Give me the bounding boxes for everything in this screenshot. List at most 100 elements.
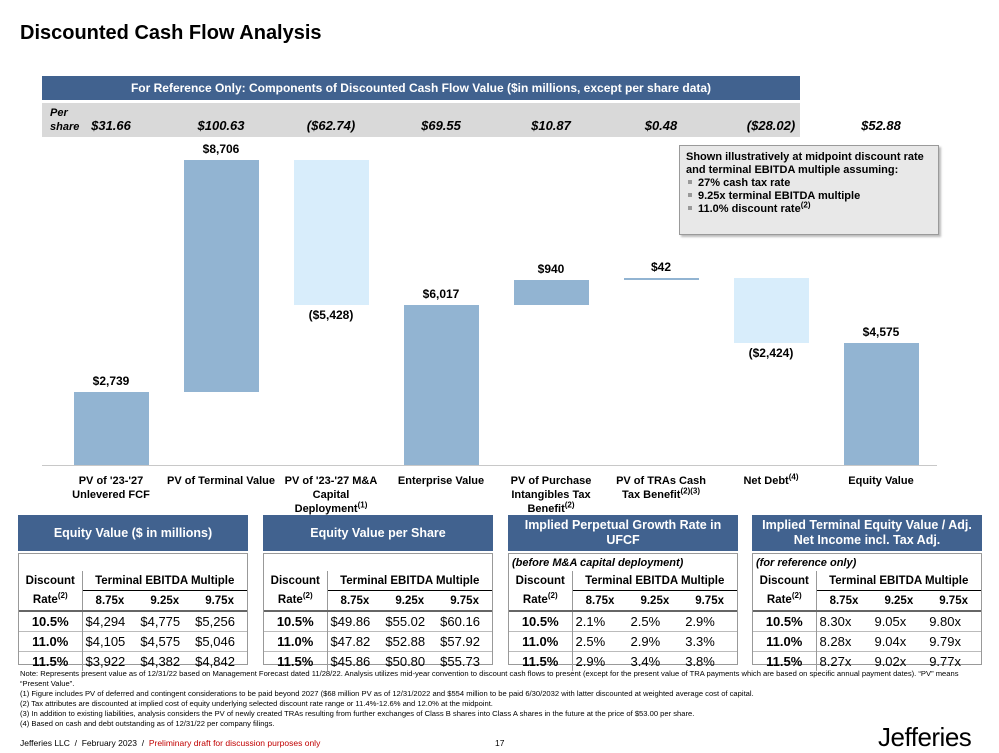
callout-bullet: 27% cash tax rate: [686, 177, 932, 190]
category-label: Enterprise Value: [386, 474, 496, 488]
table-cell: 2.5%: [575, 634, 606, 649]
table-cell: $4,842: [195, 654, 235, 669]
table-cell: $52.88: [385, 634, 426, 649]
bar: [293, 160, 369, 305]
table-cell: $3,922: [85, 654, 126, 669]
table-cell: 3.8%: [685, 654, 715, 669]
slide-title: Discounted Cash Flow Analysis: [20, 22, 322, 44]
data-label: $940: [537, 261, 565, 276]
table-cell: $55.73: [440, 654, 480, 669]
group-head: Terminal EBITDA Multiple: [82, 571, 247, 591]
table-header-row: Discount Terminal EBITDA Multiple: [19, 571, 247, 591]
table-row: 11.0% 8.28x 9.04x 9.79x: [753, 631, 981, 652]
table-box: Discount Terminal EBITDA Multiple Rate(2) 8…: [18, 553, 248, 671]
table-cell: 2.9%: [575, 654, 606, 669]
row-label: 11.0%: [264, 631, 328, 652]
callout-intro: Shown illustratively at midpoint discoun…: [686, 151, 924, 176]
table: Discount Terminal EBITDA Multiple Rate(2) 8…: [19, 571, 247, 671]
row-head-text: Rate: [766, 594, 792, 607]
table-row: 10.5% $4,294 $4,775 $5,256: [19, 611, 247, 632]
bar: [513, 279, 589, 305]
group-head: Terminal EBITDA Multiple: [572, 571, 737, 591]
table-header-row: Rate(2) 8.75x 9.25x 9.75x: [264, 590, 492, 611]
table-row: 11.5% 2.9% 3.4% 3.8%: [509, 651, 737, 671]
column-head: 9.25x: [150, 594, 180, 607]
data-label: $6,017: [422, 286, 460, 301]
row-head: Rate(2): [264, 590, 328, 611]
table-row: 11.5% $3,922 $4,382 $4,842: [19, 651, 247, 671]
table-header: Equity Value ($ in millions): [18, 515, 248, 551]
table-box: (for reference only) Discount Terminal EBI…: [752, 553, 982, 671]
table-row: 10.5% 2.1% 2.5% 2.9%: [509, 611, 737, 632]
table: Discount Terminal EBITDA Multiple Rate(2) 8…: [753, 571, 981, 671]
table-cell: 8.28x: [819, 634, 852, 649]
group-head: Terminal EBITDA Multiple: [816, 571, 981, 591]
data-label: $8,706: [202, 142, 240, 156]
table-row: 10.5% $49.86 $55.02 $60.16: [264, 611, 492, 632]
note: (3) In addition to existing liabilities,…: [20, 709, 695, 718]
note: (1) Figure includes PV of deferred and c…: [20, 689, 754, 698]
table: Discount Terminal EBITDA Multiple Rate(2) 8…: [264, 571, 492, 671]
table-cell: 9.77x: [929, 654, 962, 669]
per-share-value: ($28.02): [746, 118, 796, 133]
note: (4) Based on cash and debt outstanding a…: [20, 719, 275, 728]
bar: [733, 278, 809, 344]
row-label: 10.5%: [753, 611, 817, 632]
footnote-marker: (1): [357, 500, 368, 510]
table-cell: $55.02: [385, 614, 426, 629]
table-cell: $4,294: [85, 614, 126, 629]
group-head: Terminal EBITDA Multiple: [327, 571, 492, 591]
per-share-value: $100.63: [197, 118, 245, 133]
row-label: 10.5%: [509, 611, 573, 632]
table-header: Equity Value per Share: [263, 515, 493, 551]
table-header: Implied Terminal Equity Value / Adj. Net…: [752, 515, 982, 551]
table-cell: $4,575: [140, 634, 181, 649]
row-label: 11.0%: [509, 631, 573, 652]
table-header: Implied Perpetual Growth Rate in UFCF: [508, 515, 738, 551]
category-text: Net Debt: [743, 475, 789, 487]
row-head: Discount: [19, 571, 83, 591]
category-text: PV of Purchase Intangibles Tax Benefit: [510, 475, 592, 515]
data-label: $2,739: [92, 374, 130, 388]
table-cell: $5,256: [195, 614, 235, 629]
table-header-row: Discount Terminal EBITDA Multiple: [509, 571, 737, 591]
row-label: 11.5%: [509, 651, 573, 671]
table-cell: $5,046: [195, 634, 235, 649]
table-cell: $45.86: [330, 654, 371, 669]
row-head-text: Rate: [277, 594, 303, 607]
per-share-band: [42, 103, 800, 137]
table-cell: 9.04x: [874, 634, 907, 649]
bullet-text: 11.0% discount rate: [698, 203, 801, 215]
logo: Jefferies: [878, 722, 972, 752]
footnote-marker: (4): [788, 472, 799, 482]
table-cell: $4,775: [140, 614, 181, 629]
table-header-row: Rate(2) 8.75x 9.25x 9.75x: [509, 590, 737, 611]
row-label: 10.5%: [19, 611, 83, 632]
row-label: 11.5%: [19, 651, 83, 671]
bullet-icon: [688, 206, 692, 210]
callout-bullet: 11.0% discount rate(2): [686, 201, 932, 216]
category-label: PV of Terminal Value: [166, 474, 276, 488]
note: (2) Tax attributes are discounted at imp…: [20, 699, 493, 708]
per-share-value: $10.87: [531, 118, 571, 133]
page-number: 17: [495, 738, 505, 748]
row-head: Rate(2): [509, 590, 573, 611]
row-head: Discount: [753, 571, 817, 591]
table-cell: $47.82: [330, 634, 371, 649]
footnote-marker: (2): [564, 500, 575, 510]
footnote-marker: (2): [547, 591, 558, 601]
category-text: PV of '23-'27 M&A Capital Deployment: [284, 475, 378, 515]
table-box: Discount Terminal EBITDA Multiple Rate(2) 8…: [263, 553, 493, 671]
data-label: ($2,424): [748, 346, 794, 361]
column-head: 9.75x: [939, 594, 968, 607]
baseline: [42, 465, 937, 466]
table-cell: 2.9%: [685, 614, 715, 629]
bar: [843, 343, 919, 465]
table-row: 11.0% $47.82 $52.88 $57.92: [264, 631, 492, 652]
table-cell: 3.4%: [630, 654, 661, 669]
bar: [73, 392, 149, 465]
row-label: 11.0%: [19, 631, 83, 652]
draft-notice: Preliminary draft for discussion purpose…: [148, 738, 321, 748]
bar: [623, 278, 699, 280]
